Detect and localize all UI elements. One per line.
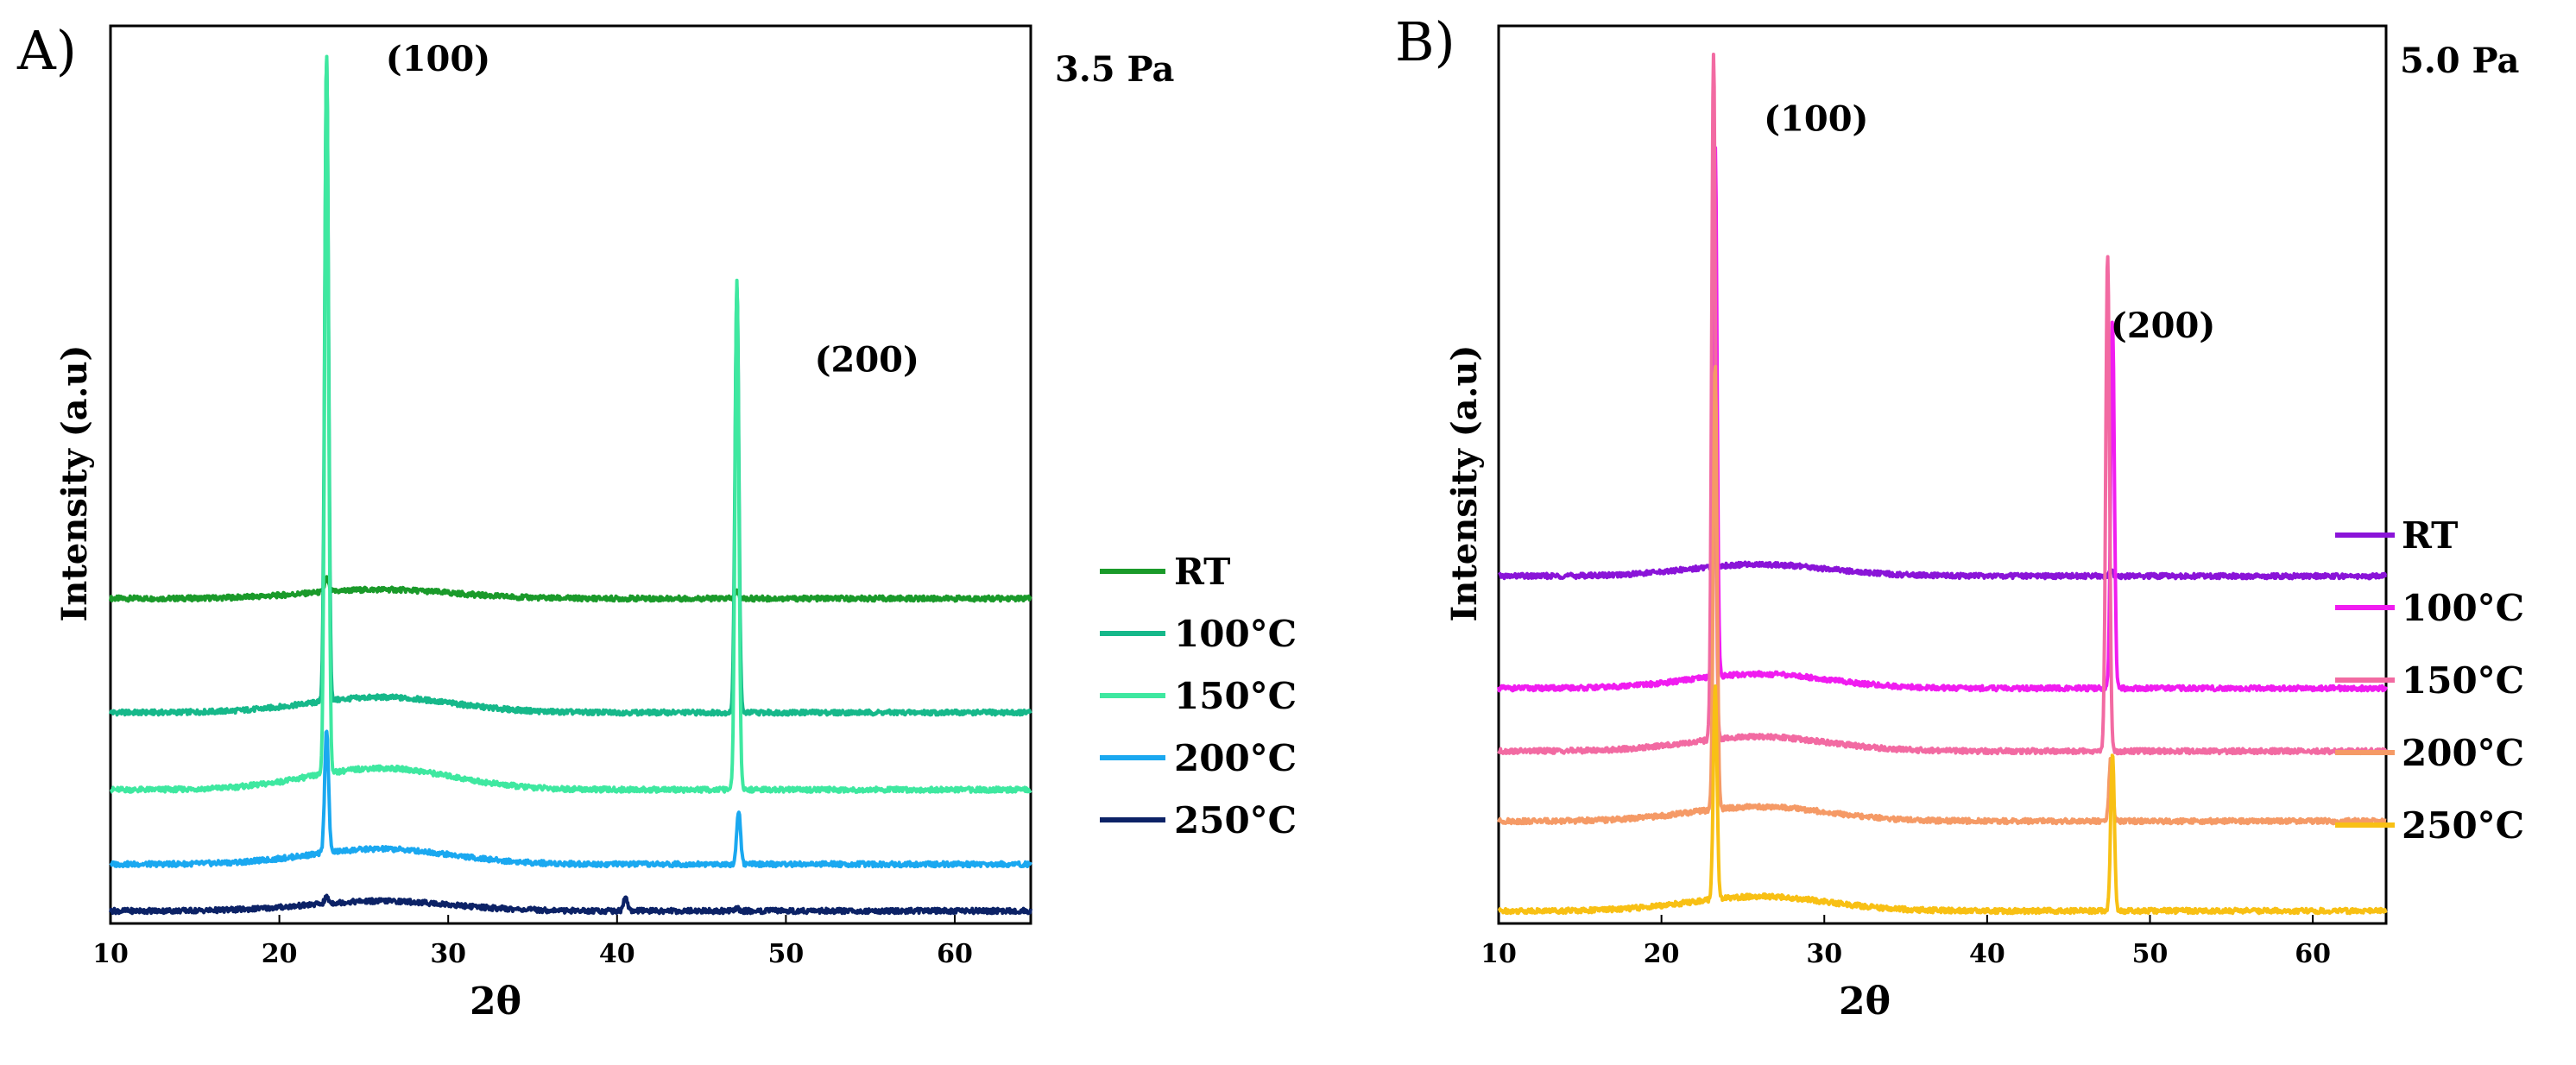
x-tick-label: 60 bbox=[2295, 939, 2331, 969]
series-line-2 bbox=[1497, 53, 2388, 756]
peak-label: (200) bbox=[2111, 306, 2215, 346]
legend: RT 100°C 150°C 200°C 250°C bbox=[1100, 551, 1297, 841]
y-axis-label: Intensity (a.u) bbox=[54, 345, 95, 622]
series-line-1 bbox=[109, 56, 1032, 717]
series-line-0 bbox=[109, 575, 1032, 603]
legend-label: 100°C bbox=[1174, 613, 1297, 655]
x-tick-label: 10 bbox=[92, 939, 129, 969]
x-tick-label: 40 bbox=[599, 939, 635, 969]
series-line-3 bbox=[109, 729, 1032, 869]
series-line-0 bbox=[1497, 558, 2388, 581]
x-tick-label: 10 bbox=[1481, 939, 1517, 969]
x-tick-label: 20 bbox=[262, 939, 298, 969]
x-tick-label: 30 bbox=[1806, 939, 1842, 969]
legend: RT 100°C 150°C 200°C 250°C bbox=[2335, 514, 2524, 847]
legend-label: 200°C bbox=[2402, 732, 2524, 774]
legend-label: RT bbox=[2402, 514, 2458, 557]
x-tick-label: 40 bbox=[1969, 939, 2005, 969]
pressure-label: 5.0 Pa bbox=[2400, 41, 2519, 81]
x-axis-label: 2θ bbox=[470, 980, 521, 1024]
pressure-label: 3.5 Pa bbox=[1055, 49, 1174, 90]
legend-label: 150°C bbox=[2402, 659, 2524, 702]
x-tick-label: 60 bbox=[937, 939, 973, 969]
series-line-3 bbox=[1497, 364, 2388, 826]
peak-label: (200) bbox=[815, 339, 919, 380]
legend-label: 250°C bbox=[2402, 804, 2524, 847]
plot-frame bbox=[1497, 24, 2388, 925]
peak-label: (100) bbox=[386, 39, 490, 79]
series-line-2 bbox=[109, 54, 1032, 794]
xrd-panel-a: 10 20 30 40 50 60 (100) (200) A) 3.5 Pa Intensity … bbox=[16, 19, 1297, 1024]
legend-label: 250°C bbox=[1174, 799, 1297, 841]
legend-label: 150°C bbox=[1174, 675, 1297, 717]
xrd-panel-b: 10 20 30 40 50 60 (100) (200) B) 5.0 Pa Intensity … bbox=[1395, 10, 2524, 1024]
x-tick-label: 50 bbox=[2132, 939, 2169, 969]
peak-label: (100) bbox=[1764, 99, 1868, 140]
panel-label: B) bbox=[1395, 10, 1455, 73]
series-line-4 bbox=[109, 893, 1032, 916]
x-tick-label: 30 bbox=[430, 939, 466, 969]
panel-label: A) bbox=[16, 19, 77, 82]
y-axis-label: Intensity (a.u) bbox=[1444, 345, 1485, 622]
plot-frame bbox=[109, 24, 1032, 925]
x-tick-label: 20 bbox=[1644, 939, 1680, 969]
legend-label: RT bbox=[1174, 551, 1230, 593]
series-line-1 bbox=[1497, 146, 2388, 693]
legend-label: 100°C bbox=[2402, 587, 2524, 629]
series-line-4 bbox=[1497, 684, 2388, 916]
x-axis-label: 2θ bbox=[1839, 980, 1891, 1024]
legend-label: 200°C bbox=[1174, 737, 1297, 779]
x-tick-label: 50 bbox=[768, 939, 805, 969]
